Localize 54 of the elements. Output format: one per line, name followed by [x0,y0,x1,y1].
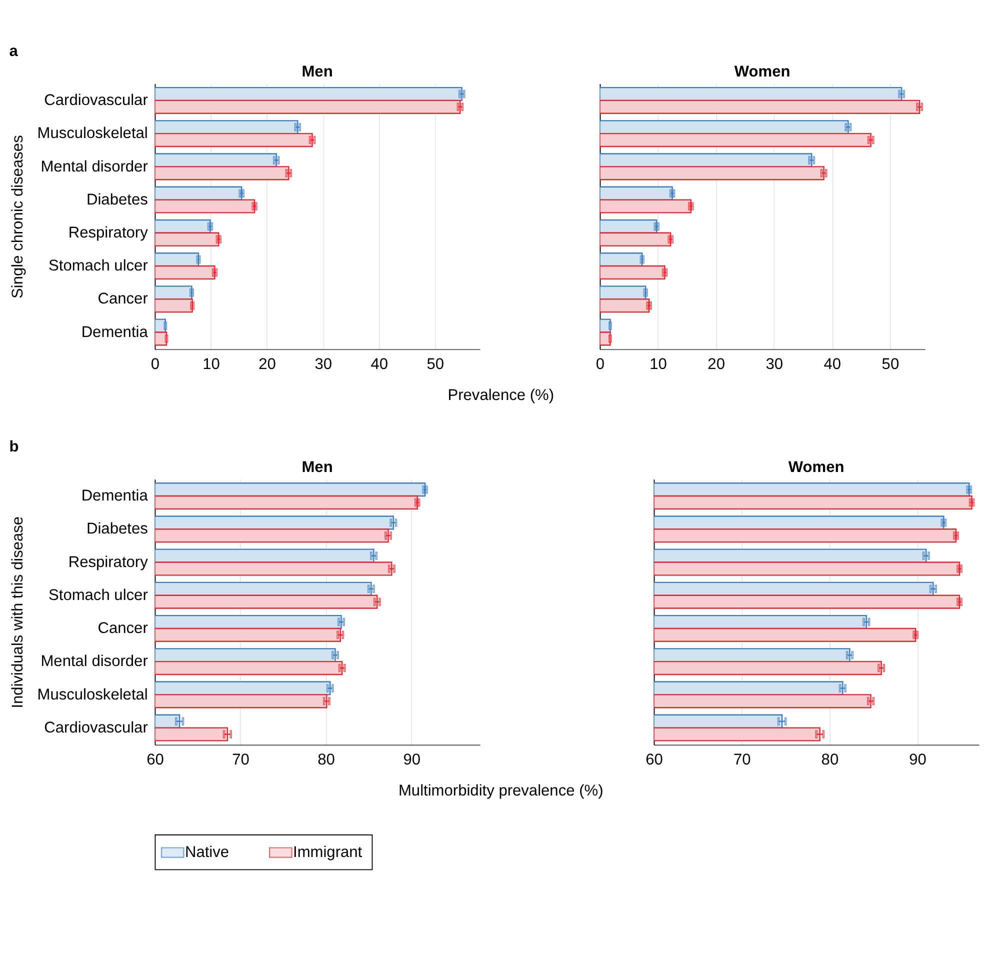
y-tick-label: Dementia [81,488,148,505]
bar [600,332,611,346]
x-tick-label: 60 [146,751,164,768]
y-tick-label: Respiratory [68,224,148,242]
x-tick-label: 40 [824,356,842,373]
chart-title: Men [302,63,333,80]
bar [600,252,643,267]
x-tick-label: 70 [232,751,250,768]
x-tick-label: 10 [650,356,668,373]
x-tick-label: 60 [646,751,664,768]
x-axis-title: Prevalence (%) [448,386,554,404]
x-tick-label: 80 [821,751,839,768]
x-tick-label: 50 [426,356,444,373]
y-tick-label: Cancer [98,290,148,308]
x-tick-label: 0 [596,356,605,373]
y-tick-label: Cardiovascular [44,92,148,110]
y-tick-label: Dementia [81,324,148,341]
y-tick-label: Diabetes [86,191,148,208]
legend-label: Native [184,844,230,862]
y-tick-label: Respiratory [68,554,148,571]
x-tick-label: 70 [733,751,752,768]
y-axis-title: Individuals with this disease [9,516,26,708]
y-tick-label: Mental disorder [40,653,148,670]
bar [600,286,646,300]
y-axis-title: Single chronic diseases [9,134,26,298]
x-tick-label: 40 [370,356,388,373]
text: b [9,438,19,456]
x-tick-label: 80 [318,751,336,768]
x-tick-label: 30 [314,356,332,373]
y-tick-label: Cardiovascular [44,719,148,736]
x-tick-label: 20 [258,356,276,373]
bar [154,332,168,346]
y-tick-label: Musculoskeletal [37,125,148,142]
x-tick-label: 20 [708,356,726,373]
chart-title: Women [788,458,844,476]
chart-title: Men [302,458,333,476]
x-tick-label: 90 [403,751,421,768]
x-tick-label: 10 [202,356,220,373]
bar [154,252,200,267]
y-tick-label: Mental disorder [40,158,148,176]
chart-title: Women [734,63,790,80]
y-tick-label: Musculoskeletal [37,686,148,704]
x-tick-label: 50 [882,356,900,373]
bar [154,286,192,300]
y-tick-label: Stomach ulcer [48,258,148,275]
x-tick-label: 0 [150,356,160,373]
y-tick-label: Stomach ulcer [48,586,148,604]
x-tick-label: 30 [766,356,784,373]
text: a [9,43,18,60]
y-tick-label: Diabetes [86,520,148,538]
y-tick-label: Cancer [98,620,148,638]
x-tick-label: 90 [909,751,927,768]
legend-label: Immigrant [293,844,363,862]
x-axis-title: Multimorbidity prevalence (%) [398,782,604,800]
